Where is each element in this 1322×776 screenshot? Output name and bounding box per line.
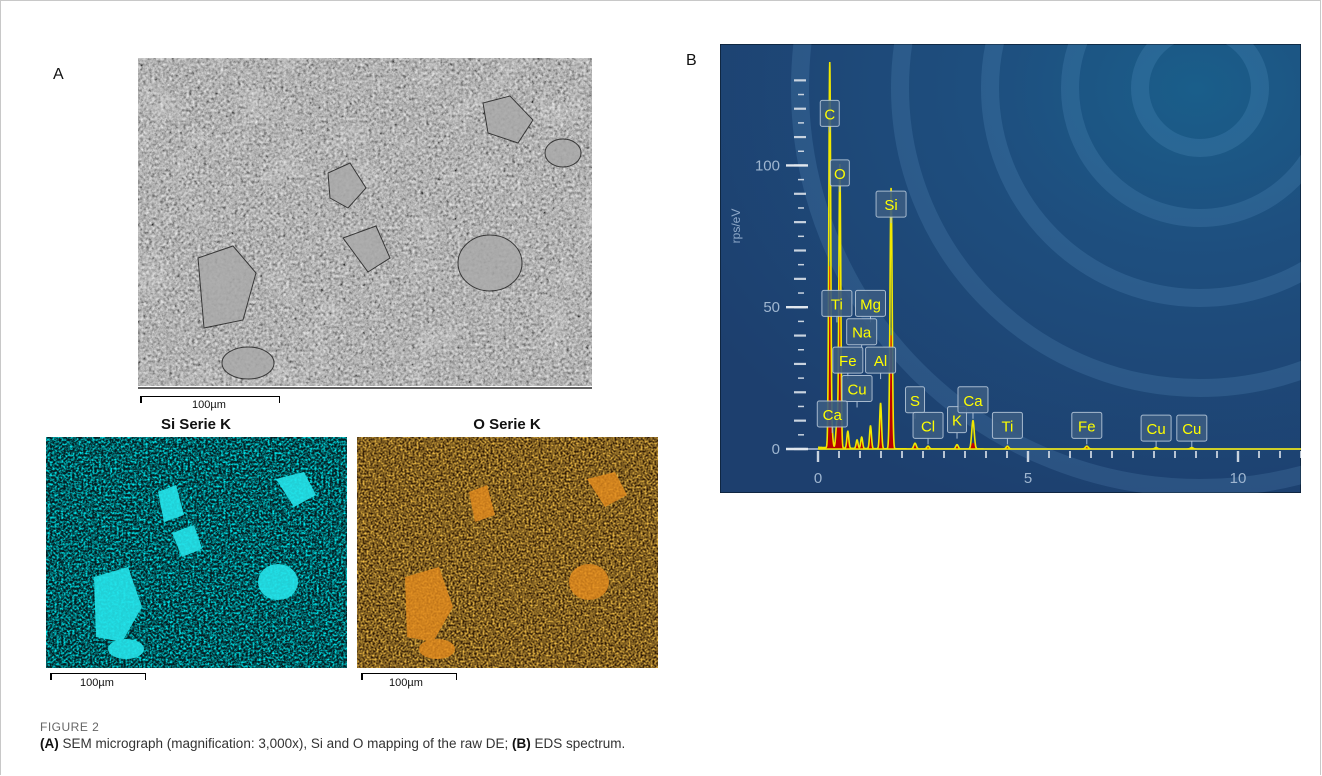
peak-label-ca: Ca xyxy=(816,400,848,433)
peak-label-text: Na xyxy=(852,325,872,342)
peak-label-text: Fe xyxy=(1078,418,1096,435)
y-axis-label: rps/eV xyxy=(729,209,743,244)
peak-label-text: Cu xyxy=(847,381,866,398)
y-tick-label: 50 xyxy=(763,299,780,316)
o-scale-bar xyxy=(361,673,457,680)
x-tick-label: 0 xyxy=(814,470,822,487)
peak-label-si: Si xyxy=(875,190,907,224)
peak-label-mg: Mg xyxy=(855,289,886,323)
peak-label-text: Si xyxy=(884,197,897,214)
peak-label-fe: Fe xyxy=(1071,411,1103,445)
peak-label-text: Ti xyxy=(1001,418,1013,435)
o-element-map xyxy=(357,437,658,668)
peak-label-text: Ca xyxy=(823,407,843,424)
peak-label-text: Ti xyxy=(831,296,843,313)
caption-a-text: SEM micrograph (magnification: 3,000x), … xyxy=(58,736,512,751)
peak-label-text: S xyxy=(910,393,920,410)
x-tick-label: 5 xyxy=(1024,470,1032,487)
panel-b-label: B xyxy=(686,52,697,69)
figure-caption: (A) SEM micrograph (magnification: 3,000… xyxy=(40,736,625,751)
si-element-map xyxy=(46,437,347,668)
peak-label-ca: Ca xyxy=(957,386,989,419)
peak-label-text: O xyxy=(834,166,846,183)
peak-label-text: C xyxy=(824,106,835,123)
caption-b-tag: (B) xyxy=(511,736,531,751)
si-map-title: Si Serie K xyxy=(160,416,232,433)
figure-label: FIGURE 2 xyxy=(40,720,100,734)
peak-label-text: Cu xyxy=(1182,421,1201,438)
caption-a-tag: (A) xyxy=(40,736,59,751)
si-scale-label: 100µm xyxy=(80,677,114,689)
x-tick-label: 10 xyxy=(1230,470,1247,487)
peak-label-fe: Fe xyxy=(832,346,864,380)
peak-label-al: Al xyxy=(865,346,897,380)
peak-label-cu: Cu xyxy=(1176,414,1208,448)
peak-label-text: Mg xyxy=(860,296,881,313)
peak-label-text: K xyxy=(952,413,962,430)
peak-label-ti: Ti xyxy=(821,289,853,323)
o-map-title: O Serie K xyxy=(473,416,541,433)
peak-label-text: Al xyxy=(874,353,887,370)
peak-label-text: Ca xyxy=(963,393,983,410)
peak-label-text: Fe xyxy=(839,353,857,370)
y-tick-label: 0 xyxy=(772,441,780,458)
y-tick-label: 100 xyxy=(755,157,780,174)
sem-scale-bar xyxy=(140,396,280,403)
peak-label-ti: Ti xyxy=(991,411,1023,445)
peak-label-text: Cu xyxy=(1147,421,1166,438)
peak-label-cl: Cl xyxy=(912,411,944,445)
peak-label-cu: Cu xyxy=(1140,414,1172,448)
peak-label-c: C xyxy=(819,99,840,133)
peak-label-cu: Cu xyxy=(841,374,873,408)
sem-micrograph xyxy=(138,58,592,392)
panel-a-label: A xyxy=(53,66,64,83)
peak-label-o: O xyxy=(829,159,850,192)
si-scale-bar xyxy=(50,673,146,680)
caption-b-text: EDS spectrum. xyxy=(530,736,626,751)
sem-scale-label: 100µm xyxy=(192,399,226,411)
o-scale-label: 100µm xyxy=(389,677,423,689)
spectrum-overlay-line xyxy=(818,61,1301,450)
peak-label-text: Cl xyxy=(921,418,935,435)
